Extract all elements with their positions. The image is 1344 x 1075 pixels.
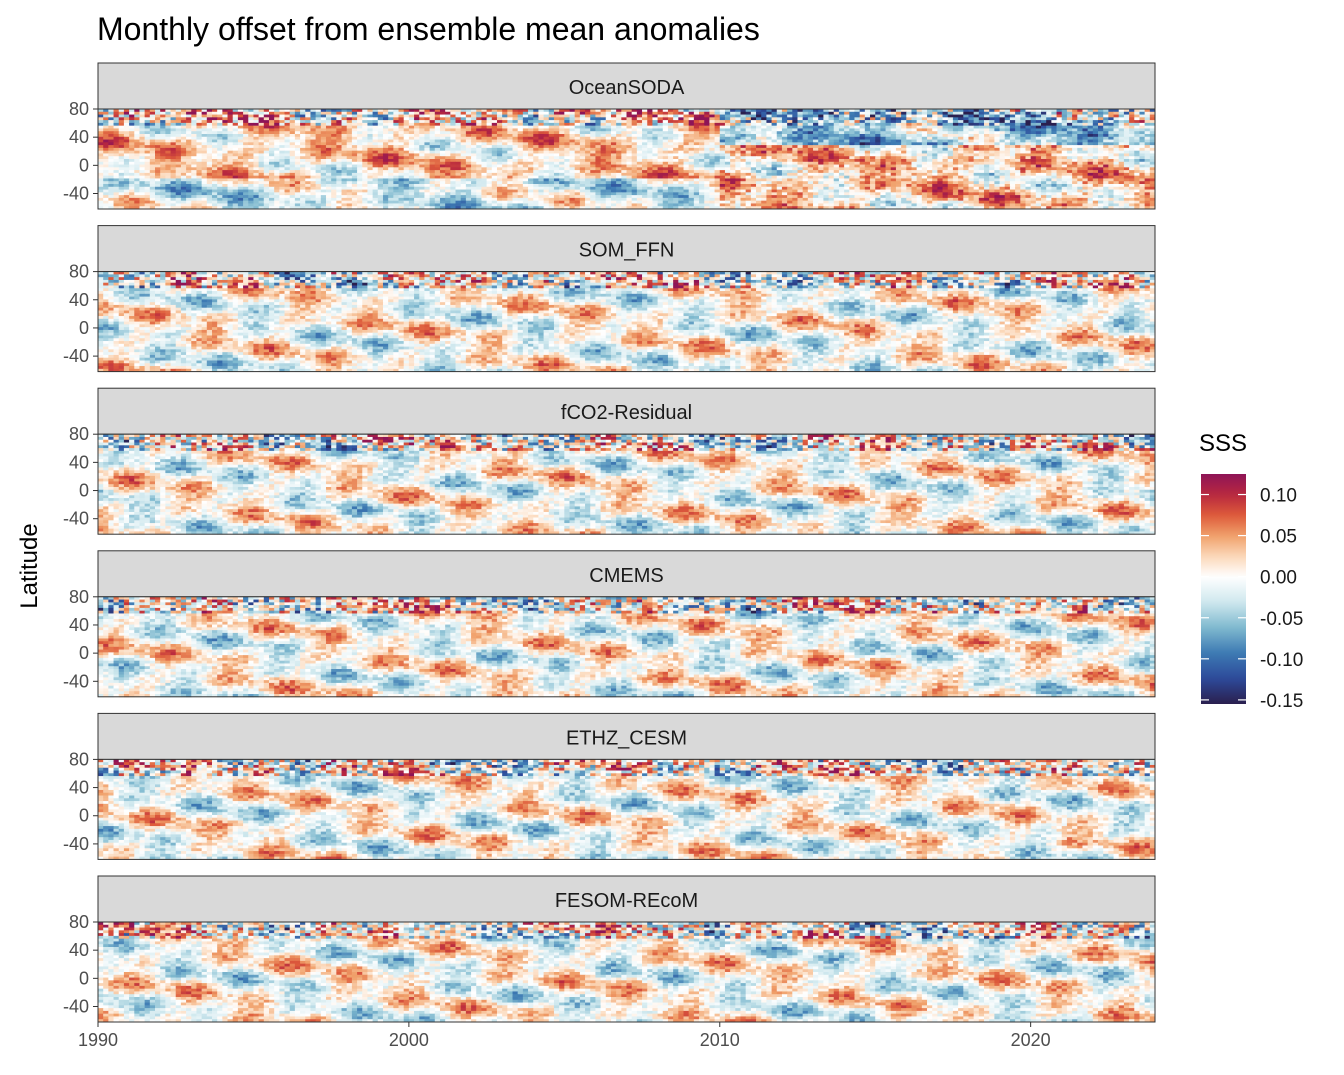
panel-fesom-recom: FESOM-REcoM 80 40 0 -40 — [63, 876, 1155, 1022]
heatmap-cells — [98, 109, 1155, 209]
y-tick-label: -40 — [63, 671, 89, 691]
y-tick-label: 40 — [69, 940, 89, 960]
legend-tick-label: 0.10 — [1260, 486, 1297, 507]
panel-som-ffn: SOM_FFN 80 40 0 -40 — [63, 226, 1155, 372]
y-tick-label: 80 — [69, 749, 89, 769]
x-axis: 1990 2000 2010 2020 — [78, 1022, 1051, 1050]
facet-strip-label: SOM_FFN — [579, 240, 675, 262]
y-tick-label: 0 — [79, 806, 89, 826]
facet-strip-label: FESOM-REcoM — [555, 890, 698, 912]
x-tick-label: 2010 — [700, 1030, 740, 1050]
chart-title: Monthly offset from ensemble mean anomal… — [97, 11, 760, 47]
y-tick-label: -40 — [63, 184, 89, 204]
panel-cmems: CMEMS 80 40 0 -40 — [63, 551, 1155, 697]
heatmap-cells — [98, 272, 1155, 372]
facet-strip-label: ETHZ_CESM — [566, 727, 687, 749]
y-tick-label: 40 — [69, 778, 89, 798]
y-tick-label: 80 — [69, 587, 89, 607]
legend: SSS 0.10 0.05 0.00 -0.05 -0.10 -0.15 — [1199, 430, 1303, 712]
x-tick-label: 1990 — [78, 1030, 118, 1050]
facet-strip-label: fCO2-Residual — [561, 402, 692, 424]
y-tick-label: 0 — [79, 968, 89, 988]
y-tick-label: 0 — [79, 643, 89, 663]
x-tick-label: 2020 — [1011, 1030, 1051, 1050]
y-tick-label: 0 — [79, 318, 89, 338]
y-tick-label: 40 — [69, 615, 89, 635]
legend-colorbar — [1201, 474, 1246, 704]
heatmap-cells — [98, 434, 1155, 534]
panel-fco2-residual: fCO2-Residual 80 40 0 -40 — [63, 388, 1155, 534]
y-tick-label: 80 — [69, 99, 89, 119]
panel-oceansoda: OceanSODA 80 40 0 -40 — [63, 63, 1155, 209]
y-tick-label: -40 — [63, 509, 89, 529]
y-tick-label: -40 — [63, 997, 89, 1017]
y-tick-label: 80 — [69, 262, 89, 282]
x-tick-label: 2000 — [389, 1030, 429, 1050]
heatmap-cells — [98, 759, 1155, 859]
y-tick-label: 0 — [79, 481, 89, 501]
legend-tick-label: -0.05 — [1260, 609, 1303, 630]
heatmap-cells — [98, 922, 1155, 1022]
y-tick-label: 80 — [69, 424, 89, 444]
legend-tick-label: -0.15 — [1260, 691, 1303, 712]
panel-ethz-cesm: ETHZ_CESM 80 40 0 -40 — [63, 713, 1155, 859]
y-tick-label: -40 — [63, 346, 89, 366]
facet-strip-label: OceanSODA — [569, 77, 685, 99]
y-tick-label: 80 — [69, 912, 89, 932]
y-tick-label: 0 — [79, 155, 89, 175]
legend-tick-label: 0.00 — [1260, 568, 1297, 589]
y-tick-label: 40 — [69, 290, 89, 310]
facet-strip-label: CMEMS — [589, 565, 663, 587]
legend-tick-label: 0.05 — [1260, 527, 1297, 548]
y-axis-title: Latitude — [16, 523, 43, 608]
y-tick-label: 40 — [69, 127, 89, 147]
legend-tick-label: -0.10 — [1260, 650, 1303, 671]
y-tick-label: -40 — [63, 834, 89, 854]
heatmap-cells — [98, 597, 1155, 697]
legend-title: SSS — [1199, 430, 1247, 457]
y-tick-label: 40 — [69, 452, 89, 472]
facet-panels: OceanSODA80400-40SOM_FFN80400-40fCO2-Res… — [63, 63, 1155, 1022]
